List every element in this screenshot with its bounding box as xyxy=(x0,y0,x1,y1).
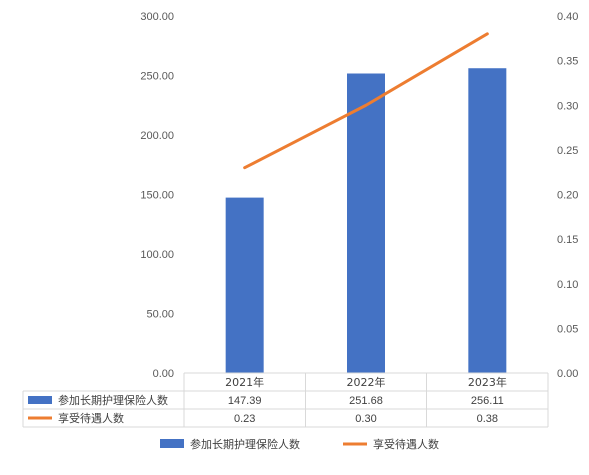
table-cell-value: 0.38 xyxy=(477,413,498,425)
bar xyxy=(468,68,507,374)
table-cell-value: 147.39 xyxy=(228,395,262,407)
table-row-label: 享受待遇人数 xyxy=(58,411,124,425)
y-right-tick-label: 0.25 xyxy=(557,145,578,157)
x-tick-label: 2022年 xyxy=(347,375,386,389)
legend-label: 享受待遇人数 xyxy=(373,437,439,451)
y-right-tick-label: 0.20 xyxy=(557,190,578,202)
table-cell-value: 256.11 xyxy=(471,395,504,407)
y-left-tick-label: 250.00 xyxy=(140,71,174,83)
y-right-tick-label: 0.10 xyxy=(557,279,578,291)
y-left-tick-label: 200.00 xyxy=(140,130,174,142)
y-left-tick-label: 0.00 xyxy=(153,368,174,380)
legend-label: 参加长期护理保险人数 xyxy=(190,437,300,451)
bar xyxy=(347,73,385,374)
y-right-tick-label: 0.30 xyxy=(557,100,578,112)
x-tick-label: 2021年 xyxy=(225,375,264,389)
y-right-tick-label: 0.40 xyxy=(557,11,578,23)
table-legend-key xyxy=(28,396,52,404)
y-right-tick-label: 0.15 xyxy=(557,234,578,246)
y-left-tick-label: 100.00 xyxy=(140,249,174,261)
table-cell-value: 0.23 xyxy=(234,413,255,425)
table-row-label: 参加长期护理保险人数 xyxy=(58,393,168,407)
y-left-tick-label: 50.00 xyxy=(146,309,174,321)
legend-key xyxy=(160,439,184,448)
bar xyxy=(225,197,264,373)
x-tick-label: 2023年 xyxy=(468,375,507,389)
y-left-tick-label: 150.00 xyxy=(140,190,174,202)
table-cell-value: 0.30 xyxy=(355,413,376,425)
y-left-tick-label: 300.00 xyxy=(140,11,174,23)
y-right-tick-label: 0.35 xyxy=(557,56,578,68)
y-right-tick-label: 0.05 xyxy=(557,323,578,335)
table-cell-value: 251.68 xyxy=(349,395,383,407)
y-right-tick-label: 0.00 xyxy=(557,368,578,380)
series-line xyxy=(243,32,489,170)
